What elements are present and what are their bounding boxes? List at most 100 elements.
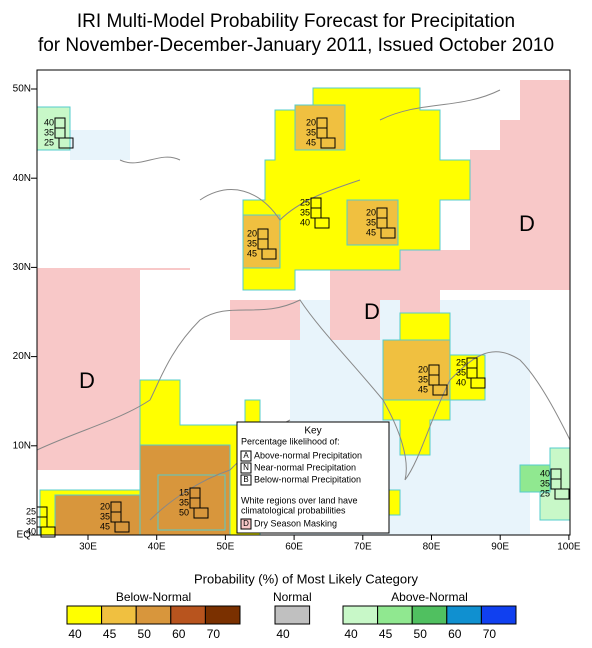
legend-swatch	[274, 605, 311, 625]
legend-tick: 60	[172, 627, 186, 641]
legend-swatch	[135, 605, 172, 625]
forecast-box	[432, 384, 448, 396]
key-letter: D	[243, 519, 249, 528]
lon-label: 90E	[491, 542, 509, 553]
legend-title: Probability (%) of Most Likely Category	[194, 571, 418, 586]
key-letter: A	[243, 451, 249, 460]
legend-tick: 40	[68, 627, 82, 641]
legend-swatch	[446, 605, 482, 625]
forecast-value: 35	[100, 511, 110, 521]
legend-tick: 70	[483, 627, 497, 641]
forecast-value: 45	[100, 521, 110, 531]
forecast-value: 50	[179, 507, 189, 517]
forecast-value: 40	[26, 526, 36, 536]
forecast-box	[320, 137, 336, 149]
lat-label: 20N	[13, 351, 31, 362]
legend-swatch	[342, 605, 379, 625]
legend-tick: 45	[379, 627, 393, 641]
forecast-value: 15	[179, 487, 189, 497]
forecast-value: 35	[306, 127, 316, 137]
key-note: climatological probabilities	[241, 505, 346, 515]
lon-label: 100E	[557, 542, 581, 553]
key-subtitle: Percentage likelihood of:	[241, 436, 340, 446]
legend-tick: 45	[103, 627, 117, 641]
forecast-value: 35	[247, 238, 257, 248]
forecast-value: 45	[247, 248, 257, 258]
forecast-value: 20	[247, 228, 257, 238]
title-line: IRI Multi-Model Probability Forecast for…	[77, 11, 515, 32]
legend-group-label: Below-Normal	[116, 590, 191, 604]
title-line: for November-December-January 2011, Issu…	[38, 35, 554, 56]
key-box	[236, 421, 390, 534]
legend-swatch	[204, 605, 241, 625]
forecast-box	[114, 521, 130, 533]
key-swatch	[240, 518, 252, 530]
forecast-value: 45	[418, 384, 428, 394]
forecast-value: 35	[456, 367, 466, 377]
lon-label: 60E	[285, 542, 303, 553]
forecast-value: 25	[456, 357, 466, 367]
legend-swatch	[66, 605, 103, 625]
lon-label: 70E	[354, 542, 372, 553]
key-text: Above-normal Precipitation	[254, 450, 362, 460]
key-swatch	[240, 450, 252, 462]
legend-swatch	[170, 605, 206, 625]
forecast-value: 45	[366, 227, 376, 237]
key-text: Near-normal Precipitation	[254, 462, 356, 472]
forecast-box	[261, 248, 277, 260]
legend-group-label: Normal	[273, 590, 312, 604]
dry-label: D	[79, 368, 95, 393]
dry-label: D	[519, 211, 535, 236]
legend-swatch	[480, 605, 517, 625]
legend-tick: 70	[207, 627, 221, 641]
legend-tick: 50	[414, 627, 428, 641]
lat-label: EQ	[17, 530, 32, 541]
forecast-box	[40, 526, 56, 538]
map	[36, 69, 571, 536]
key-letter: B	[243, 475, 248, 484]
key-note: White regions over land have	[241, 495, 358, 505]
forecast-box	[380, 227, 396, 239]
forecast-value: 25	[300, 197, 310, 207]
key-text: Dry Season Masking	[254, 518, 337, 528]
lon-label: 80E	[423, 542, 441, 553]
forecast-box	[58, 137, 74, 149]
lat-label: 50N	[13, 84, 31, 95]
key-swatch	[240, 462, 252, 474]
forecast-value: 25	[26, 506, 36, 516]
lon-label: 50E	[217, 542, 235, 553]
lat-label: 30N	[13, 262, 31, 273]
legend-tick: 50	[138, 627, 152, 641]
forecast-value: 35	[26, 516, 36, 526]
forecast-value: 20	[306, 117, 316, 127]
forecast-value: 40	[44, 117, 54, 127]
key-swatch	[240, 474, 252, 486]
legend-swatch	[101, 605, 137, 625]
forecast-value: 20	[366, 207, 376, 217]
legend-swatch	[411, 605, 448, 625]
key-title: Key	[304, 426, 321, 437]
forecast-value: 40	[540, 468, 550, 478]
legend-tick: 40	[276, 627, 290, 641]
forecast-box	[470, 377, 486, 389]
forecast-value: 20	[100, 501, 110, 511]
forecast-value: 35	[366, 217, 376, 227]
forecast-value: 35	[300, 207, 310, 217]
lat-label: 10N	[13, 440, 31, 451]
forecast-value: 35	[44, 127, 54, 137]
forecast-box	[314, 217, 330, 229]
legend-tick: 60	[448, 627, 462, 641]
dry-label: D	[364, 299, 380, 324]
forecast-value: 40	[300, 217, 310, 227]
forecast-value: 35	[418, 374, 428, 384]
legend-tick: 40	[344, 627, 358, 641]
lat-label: 40N	[13, 173, 31, 184]
forecast-value: 35	[540, 478, 550, 488]
legend-swatch	[377, 605, 413, 625]
forecast-value: 45	[306, 137, 316, 147]
key-letter: N	[243, 463, 249, 472]
forecast-value: 35	[179, 497, 189, 507]
forecast-value: 25	[540, 488, 550, 498]
key-text: Below-normal Precipitation	[254, 474, 361, 484]
